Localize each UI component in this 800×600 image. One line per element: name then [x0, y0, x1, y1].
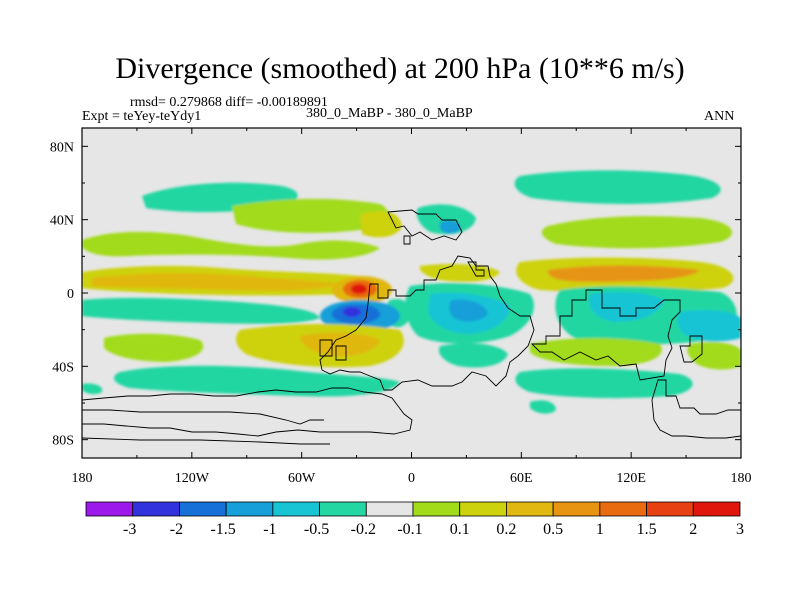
x-tick-label: 60E: [510, 471, 533, 486]
colorbar-label: 1.5: [637, 521, 657, 538]
colorbar-swatch: [506, 501, 554, 517]
colorbar-label: 2: [689, 521, 697, 538]
colorbar-label: 1: [596, 521, 604, 538]
colorbar-label: 0.5: [543, 521, 563, 538]
colorbar-label: -2: [170, 521, 183, 538]
colorbar-swatch: [225, 501, 274, 517]
coastline-north-continent: [387, 209, 463, 241]
contour-fill-north-7: [541, 216, 732, 249]
colorbar-swatch: [599, 501, 647, 517]
coastline-antarctic-strip: [82, 437, 330, 445]
contour-fill-north-8: [82, 231, 380, 260]
y-tick-label: 40N: [50, 214, 74, 229]
coastline-small-island-1: [319, 339, 333, 357]
colorbar-label: -1.5: [210, 521, 235, 538]
colorbar-swatch: [272, 501, 320, 517]
x-tick-label: 180: [731, 471, 752, 486]
chart-title: Divergence (smoothed) at 200 hPa (10**6 …: [115, 52, 685, 85]
colorbar-label: -0.5: [304, 521, 329, 538]
coastline-small-island-2: [335, 345, 347, 361]
colorbar-swatch: [459, 501, 507, 517]
colorbar-label: -3: [123, 521, 136, 538]
colorbar-swatch: [365, 501, 414, 517]
colorbar-label: 0.1: [450, 521, 470, 538]
contour-fill-dipole-neg-inner: [343, 307, 361, 317]
y-tick-label: 40S: [52, 360, 74, 375]
y-tick-label: 0: [67, 287, 74, 302]
contour-fill-smid-4: [82, 383, 103, 395]
contour-fill-equator-6: [589, 292, 664, 322]
colorbar-swatch: [85, 501, 134, 517]
x-tick-label: 120E: [616, 471, 646, 486]
contour-fill-equator-4: [449, 299, 488, 322]
contour-fill-ntrop-5: [419, 264, 500, 282]
coastline-east-block: [679, 335, 703, 363]
stats-label: rmsd= 0.279868 diff= -0.00189891: [130, 95, 328, 110]
contour-fill-south-6: [687, 342, 741, 370]
season-label: ANN: [704, 109, 735, 124]
contour-fill-smid-2: [515, 368, 693, 399]
coastline-africa-amer: [319, 255, 535, 391]
contour-fill-equator-1: [82, 297, 320, 324]
contour-fill-south-5: [438, 343, 508, 368]
contour-fill-equator-7: [677, 310, 741, 342]
experiment-label: Expt = teYey-teYdy1: [82, 109, 202, 124]
coastline-antarctic-east: [651, 379, 741, 439]
coastline-antarctic-inner: [82, 409, 324, 425]
contour-fill-dipole-pos-inner: [351, 284, 367, 294]
colorbar-label: -0.1: [397, 521, 422, 538]
colorbar-swatch: [132, 501, 180, 517]
contour-fill-ntrop-2: [92, 273, 340, 291]
x-tick-label: 180: [72, 471, 93, 486]
coastline-asia-block: [530, 289, 681, 381]
colorbar-swatch: [646, 501, 694, 517]
coastline-north-america: [467, 261, 485, 277]
axis-ticks: 180 120W 60W 0 60E 120E 180 80N 40N 0 40S 80S: [50, 128, 752, 486]
y-tick-label: 80N: [50, 140, 74, 155]
colorbar-swatch: [179, 501, 227, 517]
colorbar-swatch: [692, 501, 741, 517]
x-tick-label: 120W: [175, 471, 210, 486]
contour-fill-north-6: [514, 170, 721, 204]
coastline-antarctic-west: [82, 387, 413, 437]
colorbar-label: -0.2: [351, 521, 376, 538]
colorbar: -3 -2 -1.5 -1 -0.5 -0.2 -0.1 0.1 0.2 0.5 1 1.5 2 3: [85, 501, 744, 538]
contour-fill-south-3: [104, 333, 204, 362]
colorbar-label: 3: [736, 521, 744, 538]
contour-fill-ntrop-4: [547, 265, 700, 282]
coastline-north-detail: [403, 235, 411, 245]
contour-fill-north-2: [232, 198, 389, 233]
colorbar-swatch: [319, 501, 367, 517]
comparison-label: 380_0_MaBP - 380_0_MaBP: [306, 106, 473, 121]
colorbar-label: -1: [263, 521, 276, 538]
coastline-layer: [82, 209, 741, 445]
contour-fill-smid-3: [530, 400, 556, 414]
colorbar-swatch: [412, 501, 461, 517]
x-tick-label: 0: [408, 471, 415, 486]
colorbar-swatch: [552, 501, 601, 517]
x-tick-label: 60W: [288, 471, 316, 486]
contour-fill-north-3: [360, 211, 402, 238]
y-tick-label: 80S: [52, 434, 74, 449]
contour-fill-north-4: [416, 204, 476, 235]
colorbar-label: 0.2: [496, 521, 516, 538]
contour-fill-north-5: [440, 220, 461, 234]
contour-fill-layer: [82, 170, 741, 414]
